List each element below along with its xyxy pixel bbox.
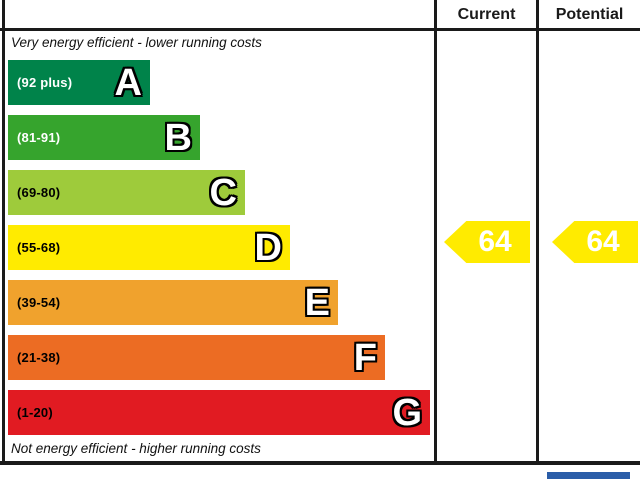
band-score-range-label: (69-80): [17, 185, 61, 200]
rating-band-row: (1-20) G: [8, 390, 430, 435]
band-score-range-label: (92 plus): [17, 75, 73, 90]
current-rating-value: 64: [478, 225, 512, 258]
potential-column-header: Potential: [555, 6, 624, 23]
band-score-range-label: (39-54): [17, 295, 61, 310]
current-column-divider: [434, 0, 437, 465]
band-letter-label: D: [254, 226, 282, 269]
potential-rating-arrow: 64: [552, 221, 638, 263]
band-letter-label: A: [114, 61, 142, 104]
rating-band-row: (39-54) E: [8, 280, 338, 325]
rating-band-row: (92 plus) A: [8, 60, 150, 105]
header-divider-line: [0, 28, 640, 31]
caption-not-efficient: Not energy efficient - higher running co…: [11, 441, 261, 456]
band-score-range-label: (55-68): [17, 240, 61, 255]
rating-band-row: (55-68) D: [8, 225, 290, 270]
potential-rating-value: 64: [586, 225, 620, 258]
band-letter-label: C: [209, 171, 237, 214]
eu-flag-partial-top-edge: [547, 472, 630, 479]
chart-left-border: [2, 0, 5, 465]
potential-column-divider: [536, 0, 539, 465]
rating-band-row: (81-91) B: [8, 115, 200, 160]
rating-band-row: (69-80) C: [8, 170, 245, 215]
current-rating-arrow: 64: [444, 221, 530, 263]
rating-band-row: (21-38) F: [8, 335, 385, 380]
band-score-range-label: (21-38): [17, 350, 61, 365]
band-score-range-label: (1-20): [17, 405, 53, 420]
current-column-header: Current: [457, 6, 516, 23]
band-letter-label: G: [392, 391, 422, 434]
band-letter-label: E: [304, 281, 330, 324]
band-letter-label: F: [353, 336, 377, 379]
band-score-range-label: (81-91): [17, 130, 61, 145]
chart-bottom-border: [0, 461, 640, 465]
band-letter-label: B: [164, 116, 192, 159]
caption-very-efficient: Very energy efficient - lower running co…: [11, 35, 262, 50]
